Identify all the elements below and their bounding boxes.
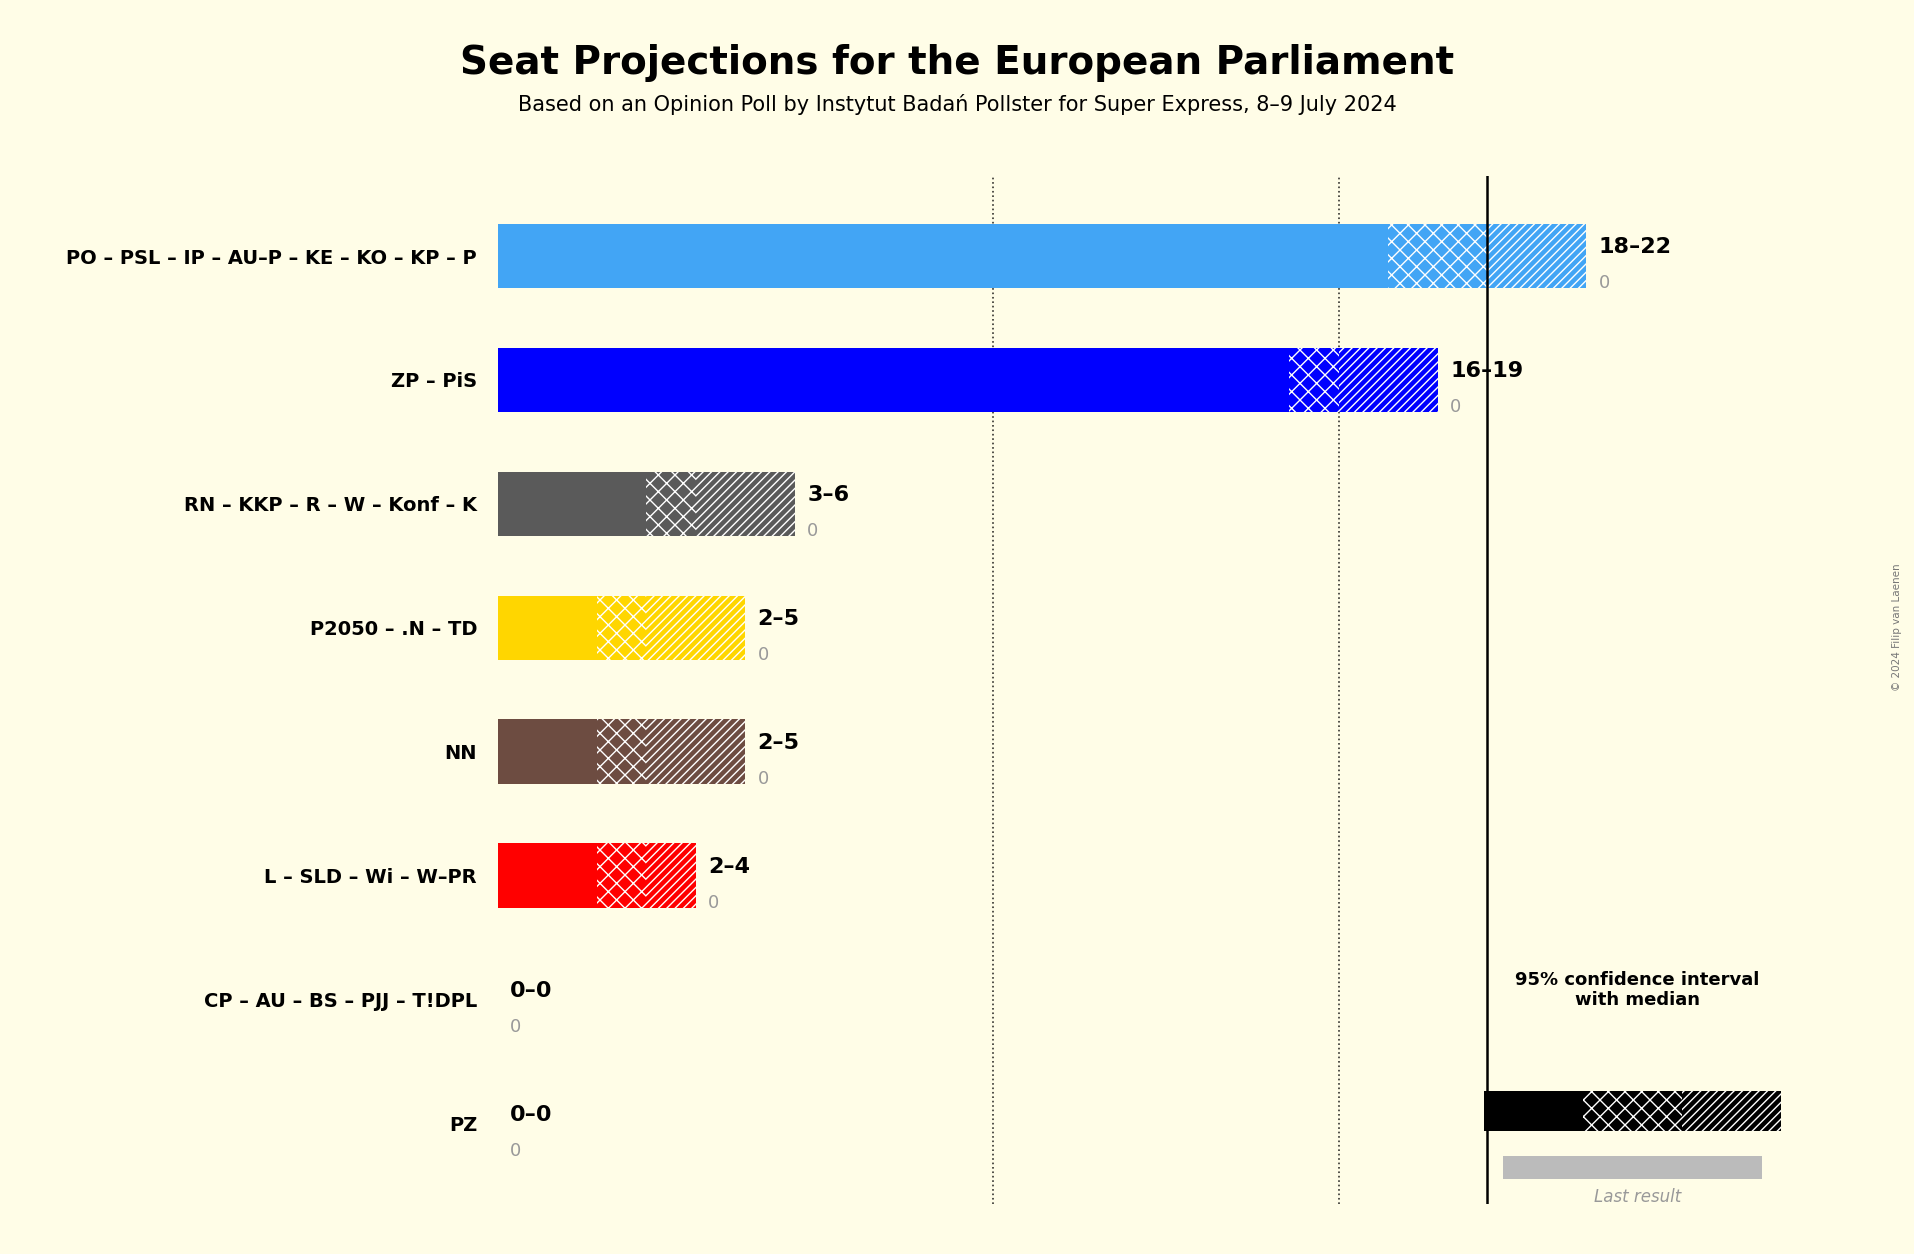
Text: Seat Projections for the European Parliament: Seat Projections for the European Parlia… (459, 44, 1455, 82)
Bar (498, 224, 1388, 288)
Text: Based on an Opinion Poll by Instytut Badań Pollster for Super Express, 8–9 July : Based on an Opinion Poll by Instytut Bad… (519, 94, 1395, 115)
Text: 0–0: 0–0 (509, 1105, 553, 1125)
Text: 18–22: 18–22 (1598, 237, 1671, 257)
Text: 0: 0 (758, 646, 768, 665)
Text: 2–5: 2–5 (758, 609, 800, 630)
Text: 0: 0 (806, 522, 817, 540)
Bar (597, 720, 647, 784)
Text: 0: 0 (758, 770, 768, 788)
Bar (1680, 1091, 1780, 1131)
Bar (498, 720, 597, 784)
Bar (498, 347, 1288, 413)
Text: 0: 0 (1449, 399, 1460, 416)
Bar (1288, 347, 1338, 413)
Text: 0: 0 (509, 1141, 521, 1160)
Bar (647, 720, 745, 784)
Text: 2–5: 2–5 (758, 734, 800, 752)
Bar (498, 844, 597, 908)
Text: 95% confidence interval
with median: 95% confidence interval with median (1514, 971, 1759, 1009)
Bar (1502, 1156, 1761, 1179)
Text: © 2024 Filip van Laenen: © 2024 Filip van Laenen (1891, 563, 1901, 691)
Bar (597, 844, 647, 908)
Bar (647, 472, 695, 535)
Text: 0: 0 (509, 1018, 521, 1036)
Text: 0–0: 0–0 (509, 981, 553, 1001)
Text: 0: 0 (708, 894, 720, 912)
Text: Last result: Last result (1592, 1188, 1680, 1205)
Bar (1388, 224, 1487, 288)
Bar (498, 472, 647, 535)
Bar (498, 596, 597, 660)
Text: 16–19: 16–19 (1449, 361, 1522, 381)
Bar (597, 596, 647, 660)
Text: 2–4: 2–4 (708, 856, 750, 877)
Bar (1338, 347, 1437, 413)
Text: 0: 0 (1598, 275, 1610, 292)
Bar (1483, 1091, 1583, 1131)
Bar (647, 596, 745, 660)
Bar (695, 472, 794, 535)
Text: 3–6: 3–6 (806, 485, 848, 505)
Bar (647, 844, 695, 908)
Bar (1583, 1091, 1680, 1131)
Bar (1487, 224, 1585, 288)
